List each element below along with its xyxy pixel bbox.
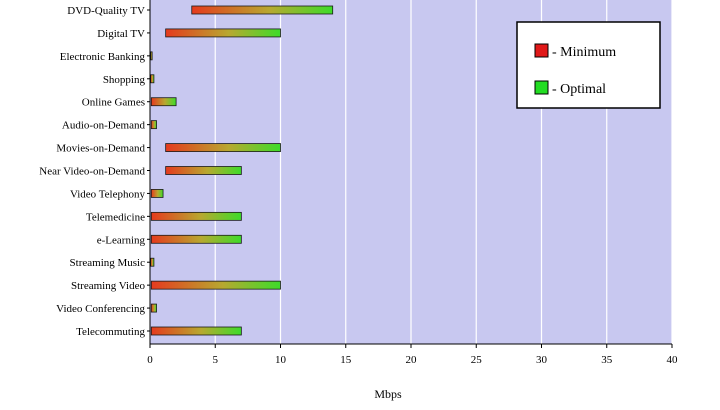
bar-3 [150, 74, 155, 84]
bar-0 [191, 5, 334, 15]
bar-12 [150, 280, 281, 290]
bar-8 [150, 189, 164, 198]
grid-lines [214, 0, 673, 344]
bar-13 [150, 303, 157, 313]
category-label: e-Learning [97, 234, 146, 246]
x-tick-label: 30 [536, 354, 548, 366]
x-tick-label: 10 [275, 354, 287, 366]
category-label: Near Video-on-Demand [39, 166, 145, 178]
x-tick-label: 15 [340, 354, 352, 366]
legend-label-minimum: - Minimum [552, 45, 616, 60]
category-label: Movies-on-Demand [56, 143, 145, 155]
bar-6 [165, 143, 281, 152]
category-label: Video Telephony [70, 188, 146, 200]
bar-5 [150, 120, 157, 130]
category-label: Telecommuting [76, 326, 145, 338]
category-label: Streaming Music [70, 257, 146, 269]
category-label: Audio-on-Demand [62, 120, 146, 132]
category-label: Digital TV [97, 28, 145, 40]
x-tick-label: 5 [213, 354, 219, 366]
bar-9 [150, 211, 242, 221]
bars [150, 5, 334, 336]
legend-swatch-minimum [534, 43, 549, 58]
x-tick-label: 20 [406, 354, 418, 366]
category-label: Video Conferencing [56, 303, 145, 315]
category-label: DVD-Quality TV [67, 5, 145, 17]
x-tick-label: 35 [601, 354, 613, 366]
legend: - Minimum - Optimal [516, 21, 661, 109]
bar-10 [150, 234, 242, 244]
bar-2 [150, 51, 153, 61]
bar-11 [150, 257, 155, 267]
category-label: Online Games [82, 97, 145, 109]
bar-7 [165, 166, 242, 175]
bar-1 [165, 28, 281, 38]
bar-4 [150, 97, 177, 107]
x-tick-label: 0 [147, 354, 153, 366]
x-tick-label: 25 [471, 354, 483, 366]
category-label: Streaming Video [71, 280, 145, 292]
category-label: Shopping [103, 74, 146, 86]
category-label: Electronic Banking [60, 51, 146, 63]
x-tick-label: 40 [667, 354, 679, 366]
category-label: Telemedicine [86, 211, 145, 223]
legend-label-optimal: - Optimal [552, 82, 606, 97]
tick-labels: 0 5 10 15 20 25 30 35 40 DVD-Quality TV Digital TV… [39, 5, 678, 366]
bar-14 [150, 326, 242, 336]
legend-swatch-optimal [534, 80, 549, 95]
x-axis-label: Mbps [374, 387, 402, 401]
